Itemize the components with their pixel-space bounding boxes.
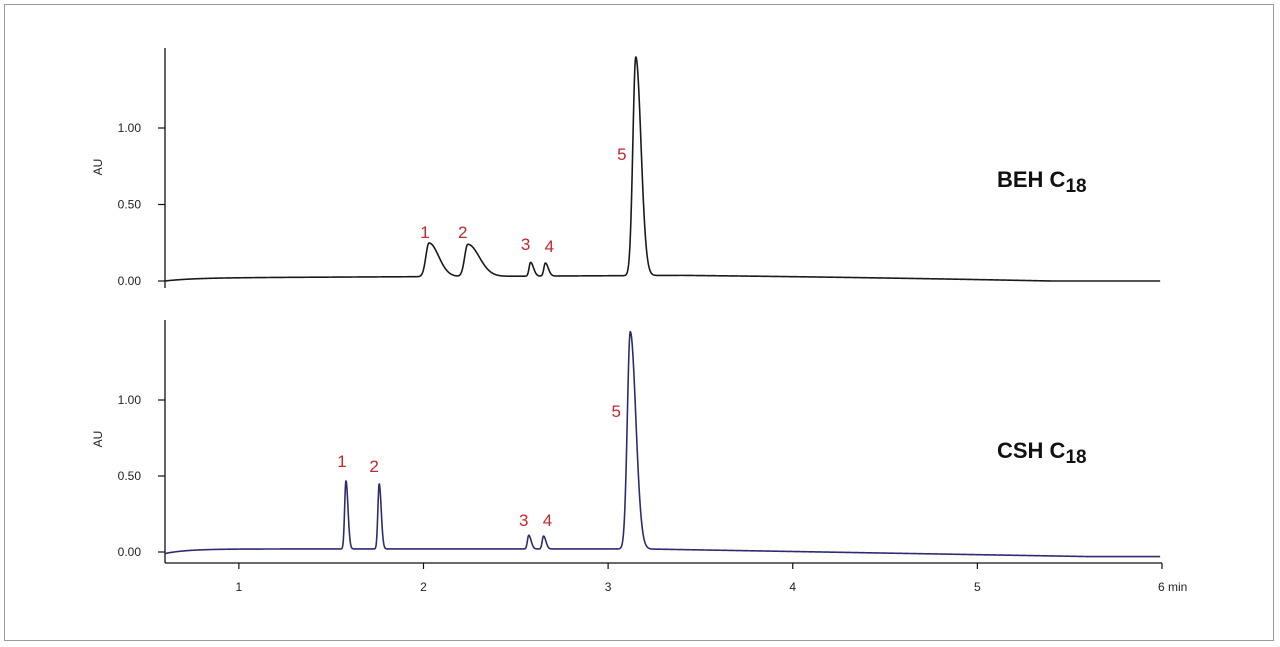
- panel-title-subscript: 18: [1065, 447, 1086, 468]
- y-tick-label: 0.00: [118, 545, 142, 559]
- peak-label-1: 1: [420, 223, 429, 242]
- chart-panel-1: 0.00 0.50 1.00 AU 1 2 3 4 5 BEH C18: [91, 48, 1161, 288]
- panel-title-main: BEH C: [997, 167, 1066, 192]
- peak-label-1: 1: [337, 452, 346, 471]
- x-tick-label: 6 min: [1158, 580, 1187, 594]
- series-line: [164, 330, 1161, 558]
- y-tick-label: 1.00: [118, 393, 142, 407]
- x-tick-label: 3: [605, 580, 612, 594]
- panel-title: BEH C18: [997, 167, 1087, 197]
- panel-title-main: CSH C: [997, 438, 1066, 463]
- peak-label-4: 4: [545, 237, 554, 256]
- peak-label-3: 3: [519, 511, 528, 530]
- y-tick-label: 0.50: [118, 198, 142, 212]
- x-tick-label: 2: [420, 580, 427, 594]
- y-axis-label: AU: [91, 159, 105, 176]
- y-axis-label: AU: [91, 431, 105, 448]
- x-tick-label: 4: [789, 580, 796, 594]
- panel-title-subscript: 18: [1065, 176, 1086, 197]
- peak-label-5: 5: [612, 402, 621, 421]
- panel-title: CSH C18: [997, 438, 1087, 468]
- y-tick-label: 0.00: [118, 274, 142, 288]
- peak-label-5: 5: [617, 145, 626, 164]
- y-tick-label: 0.50: [118, 469, 142, 483]
- peak-label-2: 2: [369, 457, 378, 476]
- y-tick-label: 1.00: [118, 121, 142, 135]
- peak-label-3: 3: [521, 235, 530, 254]
- series-line: [164, 56, 1161, 282]
- peak-label-4: 4: [543, 511, 552, 530]
- peak-label-2: 2: [458, 223, 467, 242]
- x-tick-label: 1: [236, 580, 243, 594]
- x-tick-label: 5: [974, 580, 981, 594]
